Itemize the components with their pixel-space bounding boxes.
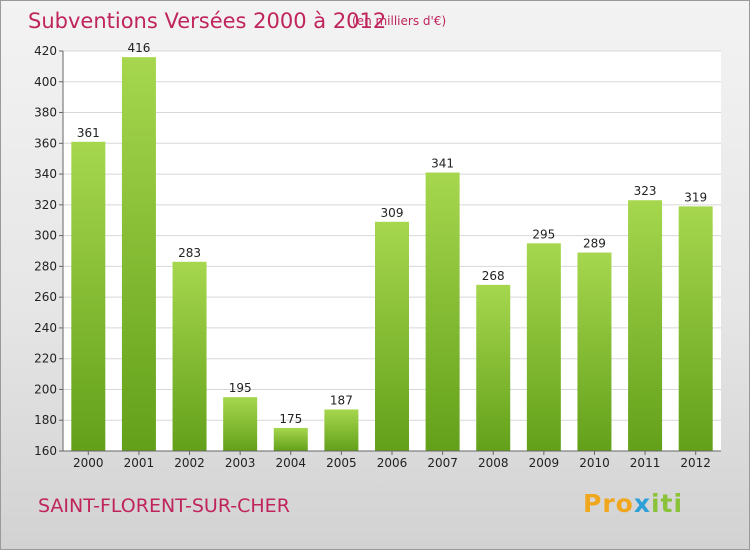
value-label-2007: 341 bbox=[431, 157, 454, 171]
city-name: SAINT-FLORENT-SUR-CHER bbox=[38, 495, 290, 517]
x-tick-label: 2004 bbox=[275, 456, 306, 470]
bar-2000[interactable] bbox=[71, 141, 106, 451]
x-tick-label: 2005 bbox=[326, 456, 357, 470]
y-tick-label: 160 bbox=[34, 444, 57, 458]
value-label-2002: 283 bbox=[178, 246, 201, 260]
value-label-2001: 416 bbox=[127, 41, 150, 55]
y-tick-label: 220 bbox=[34, 352, 57, 366]
y-tick-label: 400 bbox=[34, 75, 57, 89]
value-label-2009: 295 bbox=[532, 227, 555, 241]
y-tick-label: 420 bbox=[34, 44, 57, 58]
x-tick-label: 2011 bbox=[630, 456, 661, 470]
value-label-2010: 289 bbox=[583, 237, 606, 251]
bar-2007[interactable] bbox=[425, 172, 460, 452]
bar-2009[interactable] bbox=[526, 243, 561, 451]
bar-2004[interactable] bbox=[273, 427, 308, 451]
bar-2005[interactable] bbox=[324, 409, 359, 451]
logo-part-1: Pro bbox=[583, 489, 634, 518]
x-tick-label: 2003 bbox=[225, 456, 256, 470]
bar-2002[interactable] bbox=[172, 261, 207, 451]
value-label-2000: 361 bbox=[77, 126, 100, 140]
y-tick-label: 300 bbox=[34, 229, 57, 243]
x-tick-label: 2012 bbox=[680, 456, 711, 470]
bar-2003[interactable] bbox=[223, 397, 258, 451]
value-label-2004: 175 bbox=[279, 412, 302, 426]
bars-group: 361 416 283 195 175 187 309 341 268 295 289 323 319 bbox=[71, 41, 713, 452]
proxiti-logo[interactable]: Proxiti bbox=[583, 489, 683, 518]
y-tick-label: 360 bbox=[34, 136, 57, 150]
unit-label: (en milliers d'€) bbox=[352, 14, 447, 28]
y-tick-label: 340 bbox=[34, 167, 57, 181]
x-tick-label: 2007 bbox=[427, 456, 458, 470]
x-tick-label: 2010 bbox=[579, 456, 610, 470]
x-tick-label: 2001 bbox=[124, 456, 155, 470]
x-tick-label: 2008 bbox=[478, 456, 509, 470]
value-label-2012: 319 bbox=[684, 190, 707, 204]
value-label-2006: 309 bbox=[381, 206, 404, 220]
y-axis-ticks: 160 180 200 220 240 260 280 300 320 340 360 380 400 4… bbox=[34, 44, 63, 458]
x-tick-label: 2000 bbox=[73, 456, 104, 470]
y-tick-label: 380 bbox=[34, 106, 57, 120]
x-axis-ticks: 2000 2001 2002 2003 2004 2005 2006 2007 2008 2009… bbox=[73, 451, 711, 470]
chart-title: Subventions Versées 2000 à 2012 bbox=[28, 9, 387, 33]
y-tick-label: 320 bbox=[34, 198, 57, 212]
bar-2010[interactable] bbox=[577, 252, 612, 451]
bar-2001[interactable] bbox=[121, 57, 156, 452]
y-tick-label: 200 bbox=[34, 382, 57, 396]
value-label-2005: 187 bbox=[330, 393, 353, 407]
y-tick-label: 260 bbox=[34, 290, 57, 304]
value-label-2011: 323 bbox=[634, 184, 657, 198]
y-tick-label: 240 bbox=[34, 321, 57, 335]
x-tick-label: 2002 bbox=[174, 456, 205, 470]
y-tick-label: 180 bbox=[34, 413, 57, 427]
bar-2012[interactable] bbox=[678, 206, 713, 451]
x-tick-label: 2006 bbox=[377, 456, 408, 470]
y-tick-label: 280 bbox=[34, 259, 57, 273]
x-tick-label: 2009 bbox=[529, 456, 560, 470]
logo-part-3: iti bbox=[650, 489, 684, 518]
value-label-2008: 268 bbox=[482, 269, 505, 283]
bar-2006[interactable] bbox=[375, 221, 409, 451]
bar-2008[interactable] bbox=[476, 284, 511, 451]
value-label-2003: 195 bbox=[229, 381, 252, 395]
logo-part-2: x bbox=[633, 489, 651, 518]
bar-2011[interactable] bbox=[628, 200, 663, 451]
